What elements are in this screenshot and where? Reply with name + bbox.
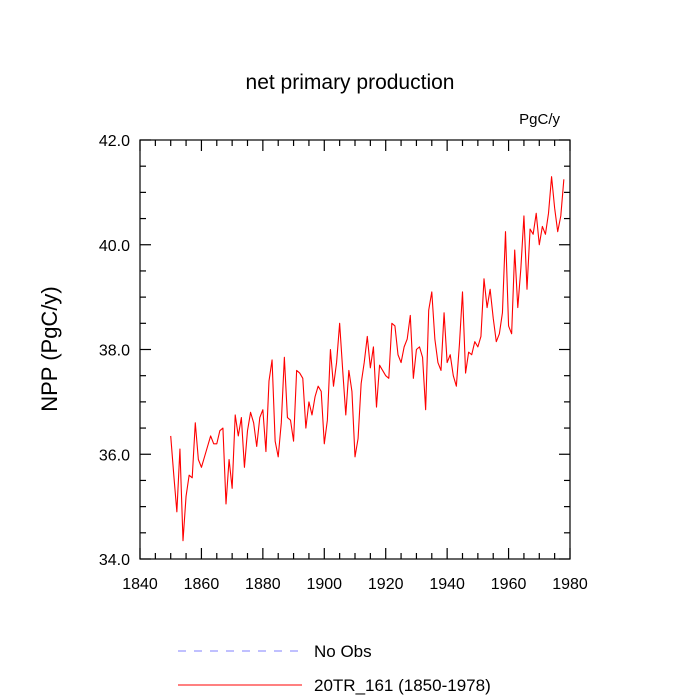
- y-tick-label: 40.0: [99, 238, 130, 255]
- chart-title: net primary production: [246, 71, 455, 94]
- units-label: PgC/y: [519, 111, 560, 128]
- y-tick-label: 42.0: [99, 133, 130, 150]
- x-tick-label: 1900: [306, 576, 342, 593]
- x-tick-label: 1880: [245, 576, 281, 593]
- x-tick-label: 1940: [429, 576, 465, 593]
- x-tick-label: 1920: [368, 576, 404, 593]
- tick-label-layer: 1840 1860 1880 1900 1920 1940 1960 1980 34.0 36.0…: [99, 133, 588, 593]
- series-layer: [170, 176, 565, 542]
- x-tick-label: 1980: [552, 576, 588, 593]
- x-tick-label: 1840: [122, 576, 158, 593]
- series-line: [170, 176, 565, 542]
- legend-label: No Obs: [314, 642, 372, 661]
- y-tick-label: 38.0: [99, 343, 130, 360]
- y-tick-label: 34.0: [99, 552, 130, 569]
- x-tick-label: 1860: [184, 576, 220, 593]
- x-tick-label: 1960: [491, 576, 527, 593]
- tick-layer: [139, 139, 571, 560]
- y-axis-label: NPP (PgC/y): [37, 286, 62, 412]
- plot-frame: [139, 139, 571, 560]
- legend-label: 20TR_161 (1850-1978): [314, 676, 491, 695]
- legend: No Obs 20TR_161 (1850-1978): [178, 642, 491, 695]
- y-tick-label: 36.0: [99, 447, 130, 464]
